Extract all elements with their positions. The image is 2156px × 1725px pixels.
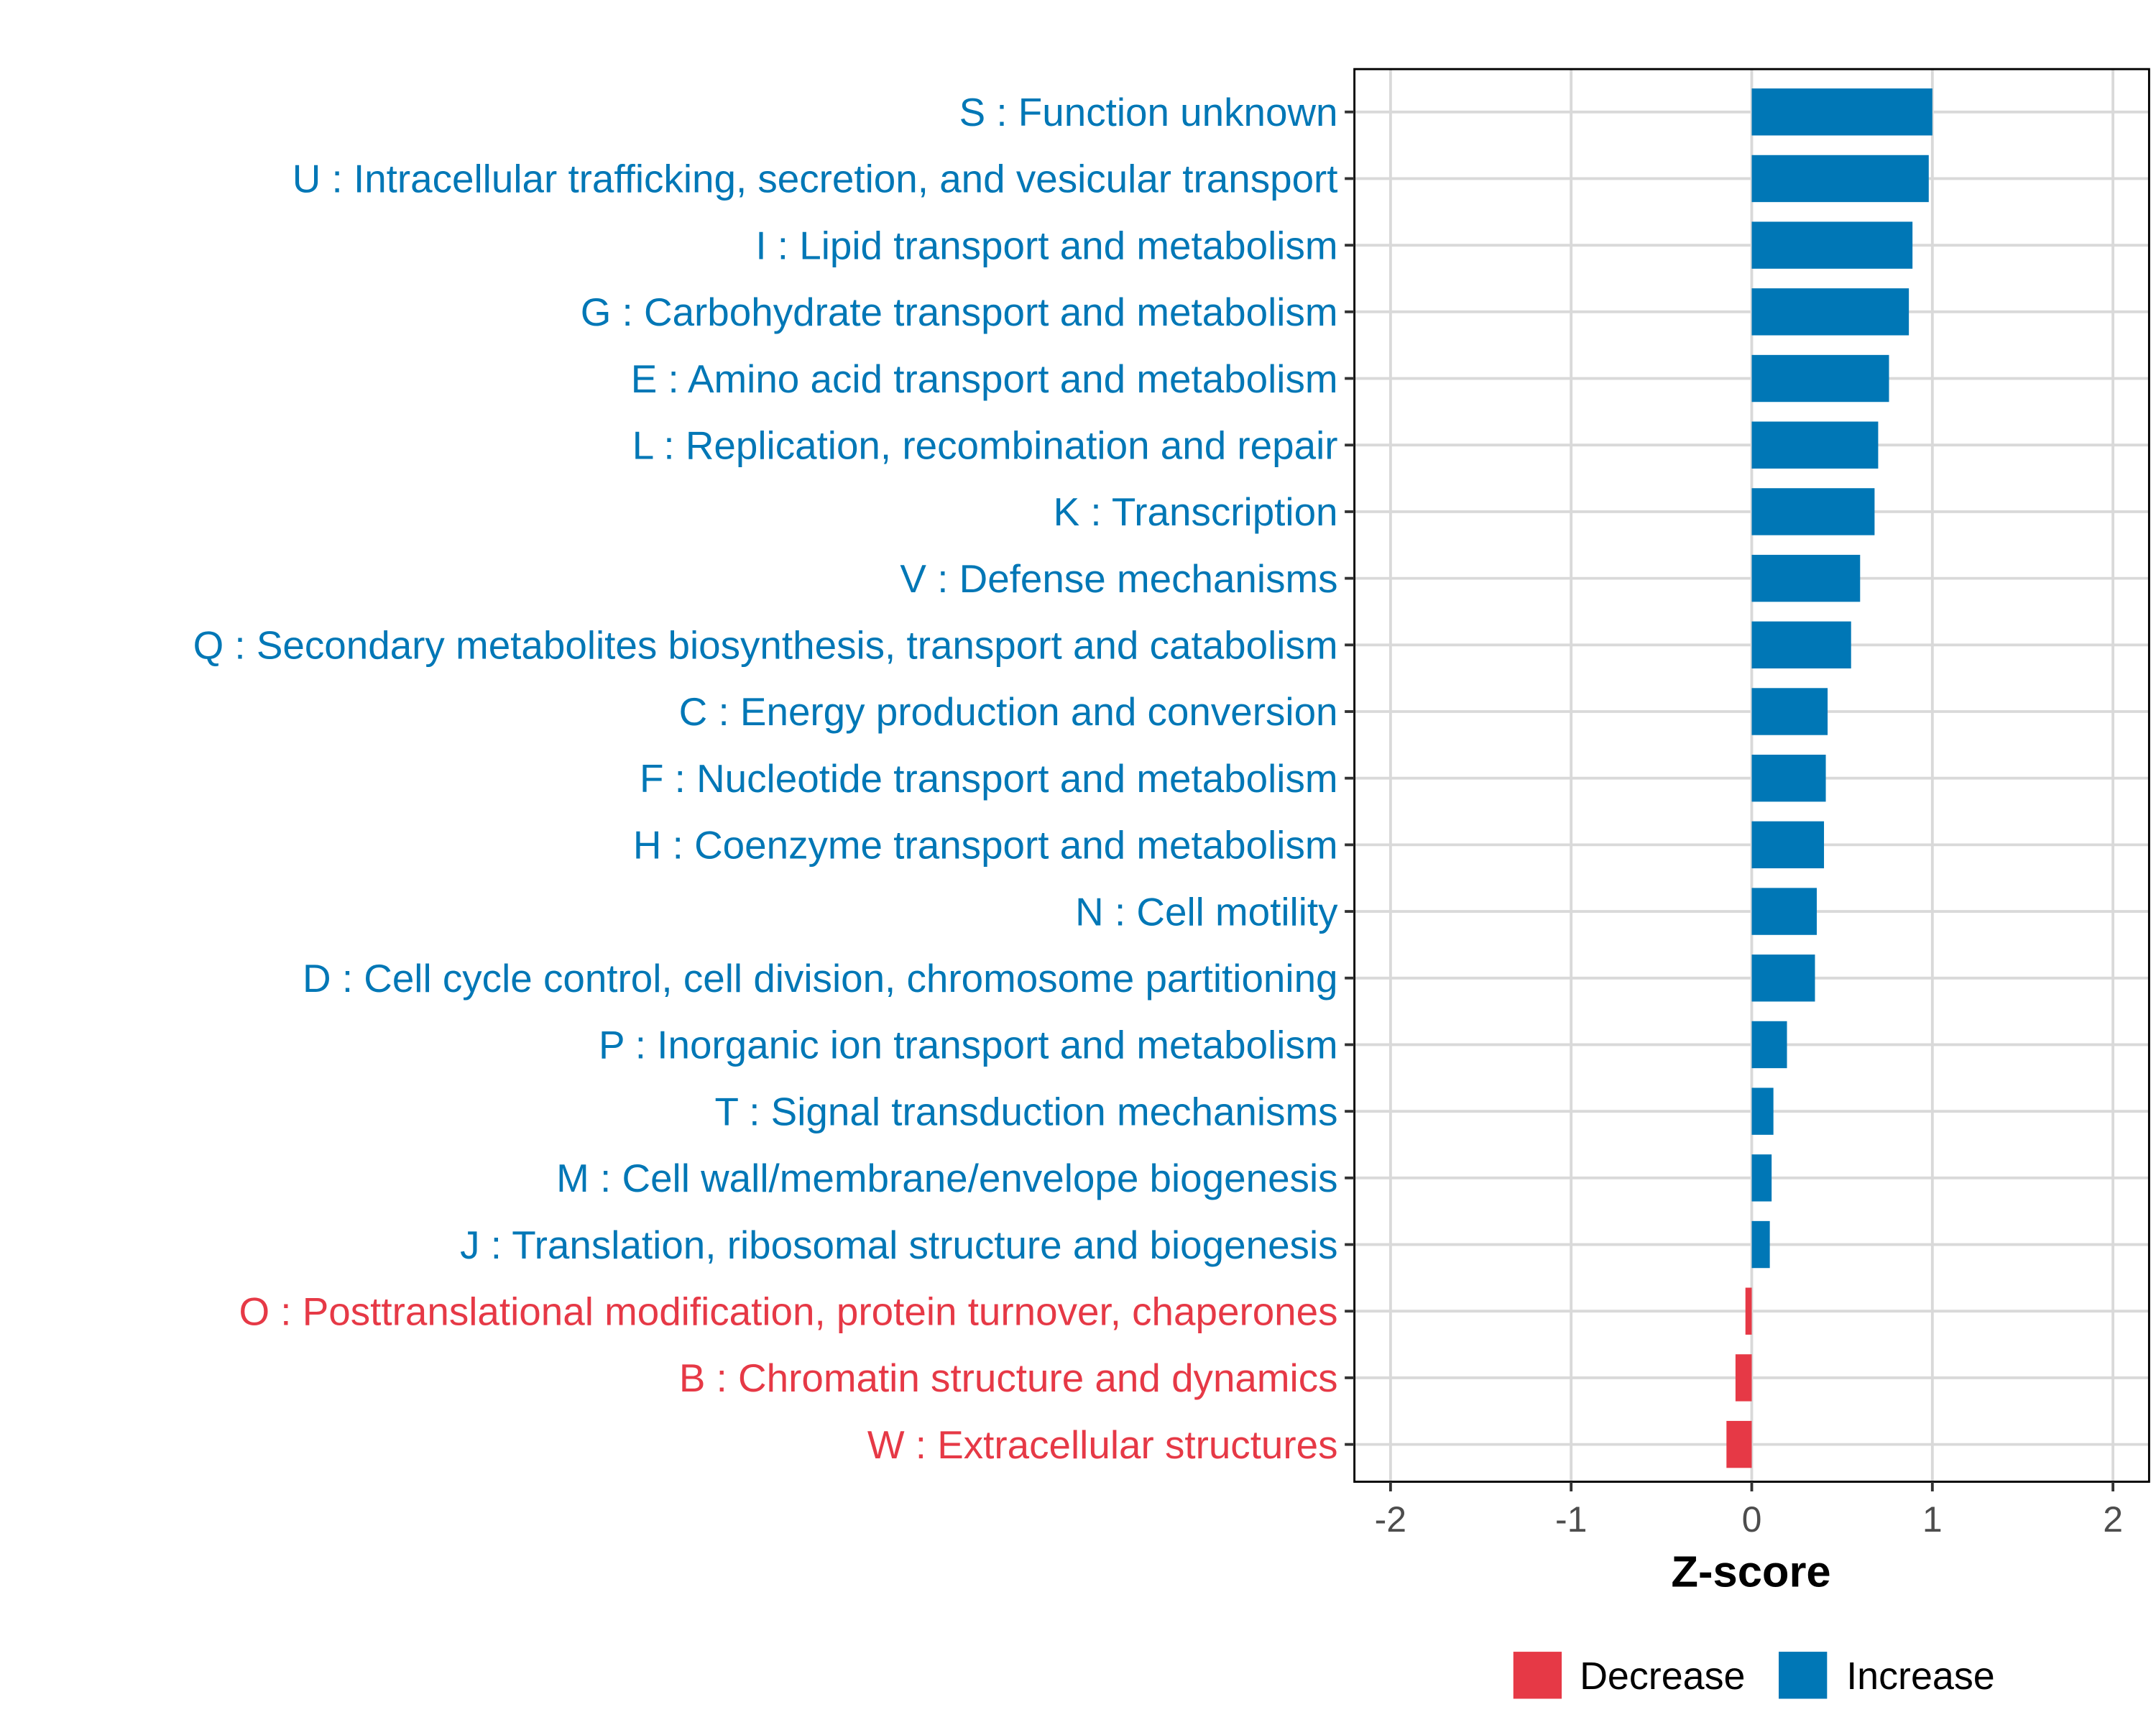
x-axis-title: Z-score [1671, 1547, 1830, 1597]
bar [1751, 688, 1828, 735]
category-label: H : Coenzyme transport and metabolism [633, 823, 1338, 868]
category-label: E : Amino acid transport and metabolism [631, 356, 1338, 401]
category-label: U : Intracellular trafficking, secretion… [292, 157, 1338, 201]
legend: Decrease Increase [1513, 1652, 1995, 1699]
category-label: D : Cell cycle control, cell division, c… [303, 956, 1338, 1000]
bar [1751, 488, 1875, 535]
bar [1735, 1354, 1752, 1402]
bar [1726, 1420, 1752, 1468]
bar [1751, 1021, 1787, 1069]
bar [1751, 421, 1879, 469]
category-label: V : Defense mechanisms [900, 556, 1337, 601]
bar [1751, 88, 1932, 136]
legend-swatch-increase [1779, 1652, 1828, 1699]
bar [1751, 155, 1929, 203]
legend-label-decrease: Decrease [1580, 1655, 1745, 1698]
category-label: M : Cell wall/membrane/envelope biogenes… [556, 1156, 1337, 1200]
bar [1751, 1087, 1774, 1135]
category-label: I : Lipid transport and metabolism [755, 223, 1337, 267]
category-label: S : Function unknown [959, 90, 1338, 134]
bar [1751, 755, 1826, 802]
category-label: K : Transcription [1054, 489, 1338, 534]
bar [1751, 354, 1889, 402]
category-label: T : Signal transduction mechanisms [715, 1089, 1338, 1133]
category-label: G : Carbohydrate transport and metabolis… [581, 290, 1338, 334]
category-label: B : Chromatin structure and dynamics [679, 1356, 1338, 1400]
x-tick-label: 0 [1742, 1499, 1762, 1540]
bar [1751, 1154, 1772, 1202]
x-axis-ticks: -2 -1 0 1 2 [1375, 1481, 2123, 1540]
category-label: W : Extracellular structures [867, 1422, 1338, 1467]
bar [1751, 821, 1825, 869]
category-labels: S : Function unknown U : Intracellular tr… [193, 90, 1355, 1467]
bar [1751, 1220, 1770, 1269]
category-label: C : Energy production and conversion [679, 689, 1338, 734]
bar [1745, 1287, 1752, 1335]
x-tick-label: 1 [1922, 1499, 1943, 1540]
category-label: N : Cell motility [1075, 889, 1338, 934]
category-label: L : Replication, recombination and repai… [632, 423, 1338, 467]
bar [1751, 621, 1851, 668]
category-label: Q : Secondary metabolites biosynthesis, … [193, 623, 1338, 668]
bars [1726, 88, 1932, 1468]
legend-swatch-decrease [1513, 1652, 1562, 1699]
bar [1751, 221, 1913, 269]
x-tick-label: -1 [1555, 1499, 1587, 1540]
bar [1751, 288, 1909, 336]
bar [1751, 888, 1817, 935]
category-label: O : Posttranslational modification, prot… [239, 1289, 1337, 1333]
x-tick-label: 2 [2103, 1499, 2123, 1540]
category-label: F : Nucleotide transport and metabolism [640, 756, 1338, 801]
bar [1751, 554, 1861, 602]
x-tick-label: -2 [1375, 1499, 1406, 1540]
category-label: J : Translation, ribosomal structure and… [460, 1223, 1337, 1267]
bar [1751, 954, 1815, 1002]
category-label: P : Inorganic ion transport and metaboli… [599, 1023, 1338, 1067]
legend-label-increase: Increase [1846, 1655, 1994, 1698]
